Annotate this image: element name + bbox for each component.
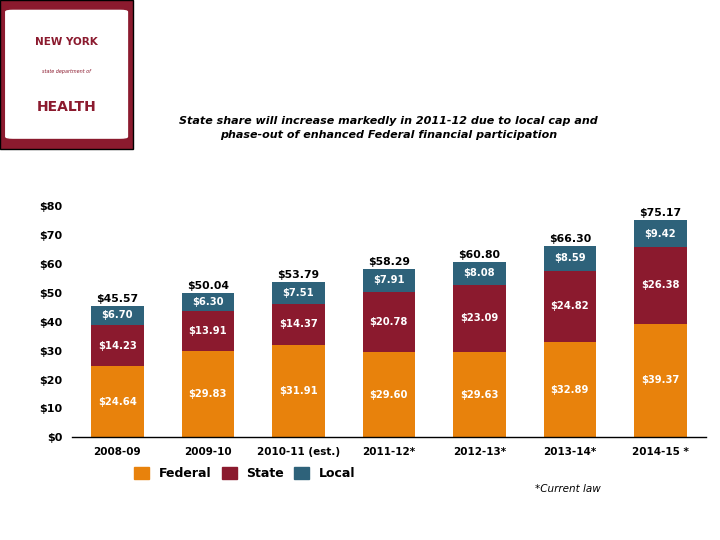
- Text: $20.78: $20.78: [369, 317, 408, 327]
- Bar: [544, 246, 596, 271]
- Text: $29.83: $29.83: [189, 389, 227, 399]
- Bar: [181, 311, 234, 351]
- Text: $8.08: $8.08: [464, 268, 495, 278]
- Text: $53.79: $53.79: [277, 270, 320, 280]
- FancyBboxPatch shape: [6, 10, 127, 138]
- Text: $24.64: $24.64: [98, 397, 137, 407]
- Text: $6.30: $6.30: [192, 297, 223, 307]
- Bar: [91, 306, 143, 325]
- Text: state department of: state department of: [42, 69, 91, 74]
- Text: $29.60: $29.60: [369, 390, 408, 400]
- Text: $39.37: $39.37: [642, 375, 680, 386]
- Text: $45.57: $45.57: [96, 294, 138, 304]
- Text: $29.63: $29.63: [460, 389, 498, 400]
- Bar: [272, 345, 325, 437]
- Bar: [272, 303, 325, 345]
- Text: $58.29: $58.29: [368, 257, 410, 267]
- Bar: [181, 351, 234, 437]
- Text: $23.09: $23.09: [460, 313, 498, 323]
- Text: Redesigning Medicaid in New York State: Redesigning Medicaid in New York State: [180, 513, 497, 526]
- Bar: [181, 293, 234, 311]
- Text: $13.91: $13.91: [189, 326, 227, 336]
- Text: $7.91: $7.91: [373, 275, 405, 285]
- Text: *Current law: *Current law: [534, 484, 600, 494]
- Text: Medicaid Spending: Medicaid Spending: [144, 95, 397, 119]
- Text: $75.17: $75.17: [639, 208, 681, 218]
- Bar: [91, 366, 143, 437]
- Text: State share will increase markedly in 2011-12 due to local cap and
phase-out of : State share will increase markedly in 20…: [179, 116, 598, 140]
- Text: $24.82: $24.82: [551, 301, 589, 312]
- Text: $60.80: $60.80: [459, 250, 500, 260]
- FancyBboxPatch shape: [0, 0, 133, 148]
- Bar: [91, 325, 143, 366]
- Bar: [634, 323, 687, 437]
- Text: $7.51: $7.51: [282, 288, 314, 298]
- Bar: [363, 269, 415, 292]
- Text: $32.89: $32.89: [551, 385, 589, 395]
- Text: 6: 6: [690, 513, 698, 526]
- Text: $9.42: $9.42: [644, 229, 676, 239]
- Text: $26.38: $26.38: [641, 280, 680, 291]
- Bar: [363, 292, 415, 352]
- Text: $66.30: $66.30: [549, 234, 591, 244]
- Bar: [453, 262, 505, 285]
- Text: Overview - Historical: Overview - Historical: [144, 32, 422, 57]
- Bar: [544, 342, 596, 437]
- Text: $6.70: $6.70: [102, 310, 133, 320]
- Bar: [544, 271, 596, 342]
- Text: $14.37: $14.37: [279, 319, 318, 329]
- Text: $31.91: $31.91: [279, 386, 318, 396]
- Bar: [272, 282, 325, 303]
- Bar: [634, 247, 687, 323]
- Legend: Federal, State, Local: Federal, State, Local: [129, 462, 361, 485]
- Bar: [453, 352, 505, 437]
- Bar: [363, 352, 415, 437]
- Text: ($ in Billions): ($ in Billions): [508, 109, 567, 117]
- Text: $14.23: $14.23: [98, 341, 137, 350]
- Bar: [634, 220, 687, 247]
- Text: HEALTH: HEALTH: [37, 100, 96, 114]
- Text: $8.59: $8.59: [554, 253, 585, 263]
- Bar: [453, 285, 505, 352]
- Text: $50.04: $50.04: [186, 281, 229, 291]
- Text: NEW YORK: NEW YORK: [35, 37, 98, 46]
